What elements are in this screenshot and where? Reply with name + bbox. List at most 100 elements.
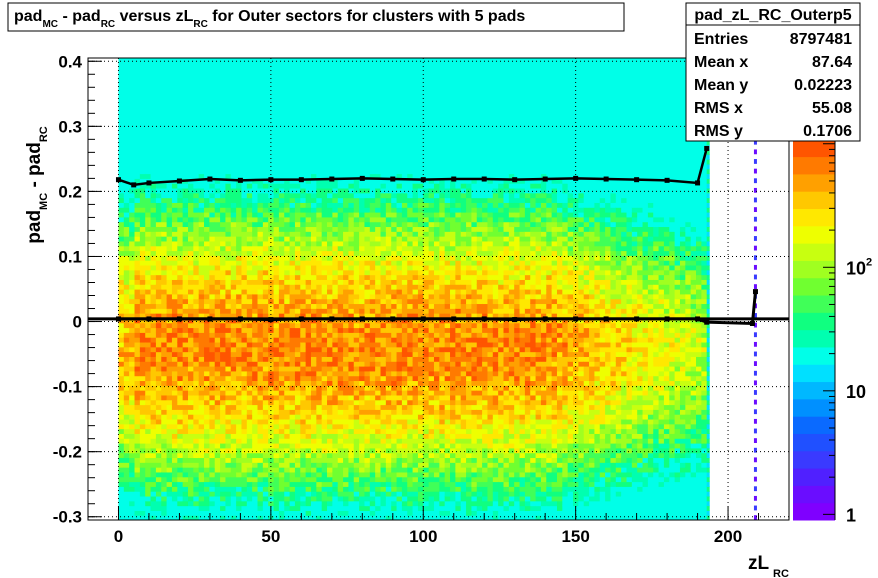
heatmap-cell (193, 110, 200, 117)
heatmap-cell (310, 187, 317, 194)
heatmap-cell (337, 308, 344, 314)
heatmap-cell (182, 462, 189, 468)
heatmap-cell (193, 370, 200, 377)
heatmap-cell (278, 202, 285, 208)
heatmap-cell (353, 255, 360, 261)
heatmap-cell (359, 438, 366, 444)
heatmap-cell (327, 101, 333, 107)
heatmap-cell (364, 443, 371, 449)
heatmap-cell (289, 438, 296, 444)
heatmap-cell (150, 284, 157, 290)
heatmap-cell (230, 308, 237, 314)
heatmap-cell (343, 332, 350, 338)
heatmap-cell (246, 207, 253, 213)
heatmap-cell (380, 77, 387, 83)
heatmap-cell (220, 260, 227, 266)
heatmap-cell (236, 418, 243, 425)
heatmap-cell (337, 289, 344, 295)
heatmap-cell (316, 428, 323, 434)
heatmap-cell (252, 231, 259, 237)
heatmap-cell (337, 322, 344, 329)
heatmap-cell (145, 433, 152, 439)
heatmap-cell (193, 120, 200, 126)
heatmap-cell (321, 207, 328, 213)
heatmap-cell (155, 115, 162, 122)
heatmap-cell (369, 491, 376, 497)
heatmap-cell (123, 476, 130, 483)
heatmap-cell (332, 404, 339, 410)
heatmap-cell (182, 443, 189, 449)
heatmap-cell (359, 341, 366, 348)
heatmap-cell (310, 433, 317, 439)
heatmap-cell (284, 303, 291, 309)
heatmap-cell (321, 481, 328, 487)
heatmap-cell (289, 245, 296, 252)
heatmap-cell (182, 481, 189, 487)
heatmap-cell (353, 308, 360, 314)
heatmap-cell (129, 346, 136, 353)
heatmap-cell (118, 187, 125, 194)
heatmap-cell (369, 255, 376, 261)
heatmap-cell (391, 298, 398, 305)
heatmap-cell (209, 337, 216, 343)
heatmap-cell (337, 356, 344, 362)
heatmap-cell (134, 279, 141, 285)
heatmap-cell (257, 447, 264, 454)
heatmap-cell (225, 322, 232, 329)
heatmap-cell (294, 149, 301, 155)
heatmap-cell (391, 130, 398, 136)
heatmap-cell (193, 337, 200, 343)
heatmap-cell (134, 481, 141, 487)
heatmap-cell (359, 250, 366, 256)
heatmap-cell (204, 67, 210, 74)
heatmap-cell (198, 135, 205, 141)
heatmap-cell (343, 433, 350, 439)
heatmap-cell (225, 192, 232, 199)
heatmap-cell (241, 226, 248, 232)
heatmap-cell (321, 423, 328, 430)
heatmap-cell (182, 216, 189, 223)
heatmap-cell (273, 447, 280, 454)
heatmap-cell (294, 240, 301, 247)
heatmap-cell (187, 332, 194, 338)
heatmap-cell (257, 428, 264, 434)
heatmap-cell (316, 284, 323, 290)
heatmap-cell (343, 183, 350, 189)
heatmap-cell (327, 394, 333, 401)
heatmap-cell (150, 192, 157, 199)
heatmap-cell (327, 341, 333, 348)
heatmap-cell (359, 72, 366, 78)
heatmap-cell (310, 274, 317, 280)
heatmap-cell (305, 337, 312, 343)
heatmap-cell (321, 471, 328, 478)
heatmap-cell (310, 125, 317, 131)
heatmap-cell (300, 467, 307, 473)
heatmap-cell (134, 500, 141, 507)
heatmap-cell (230, 452, 237, 459)
heatmap-cell (145, 58, 152, 64)
heatmap-cell (230, 394, 237, 401)
heatmap-cell (177, 202, 184, 208)
heatmap-cell (161, 216, 168, 223)
heatmap-cell (375, 226, 382, 232)
heatmap-cell (257, 67, 264, 74)
heatmap-cell (273, 192, 280, 199)
heatmap-cell (166, 289, 173, 295)
heatmap-cell (369, 77, 376, 83)
heatmap-cell (353, 231, 360, 237)
heatmap-cell (364, 317, 371, 324)
heatmap-cell (294, 505, 301, 511)
heatmap-cell (161, 260, 168, 266)
heatmap-cell (369, 399, 376, 406)
heatmap-cell (300, 303, 307, 309)
heatmap-cell (139, 125, 146, 131)
heatmap-cell (273, 284, 280, 290)
heatmap-cell (220, 135, 227, 141)
heatmap-cell (161, 457, 168, 463)
heatmap-cell (145, 505, 152, 511)
heatmap-cell (161, 96, 168, 102)
heatmap-cell (129, 168, 136, 175)
heatmap-cell (391, 462, 398, 468)
heatmap-cell (316, 394, 323, 401)
heatmap-cell (262, 418, 269, 425)
